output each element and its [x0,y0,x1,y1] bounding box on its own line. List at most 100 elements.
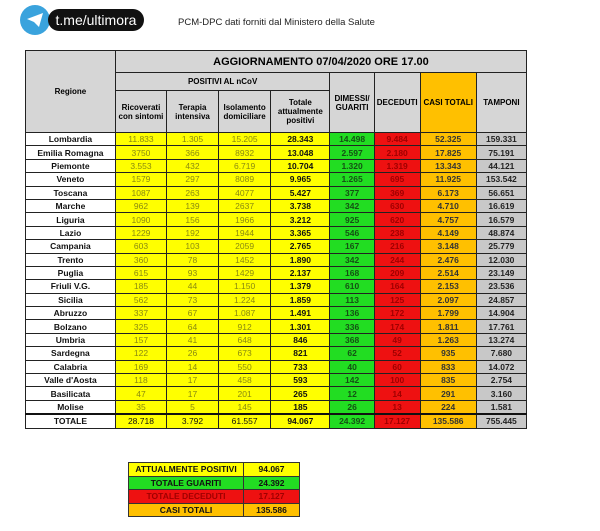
value-cell: 26 [166,346,219,361]
summary-value: 135.586 [243,502,300,517]
value-cell: 620 [373,212,421,227]
region-cell: Valle d'Aosta [25,373,116,388]
value-cell: 78 [166,252,219,267]
value-cell: 377 [329,185,375,200]
col-header: DIMESSI/ GUARITI [329,72,375,133]
value-cell: 1.305 [166,131,219,147]
value-cell: 1.859 [270,292,331,308]
value-cell: 75.191 [475,145,528,160]
positivi-header: POSITIVI AL nCoV [114,72,331,91]
table-row: Puglia 615 93 1429 2.137 168 209 2.514 23.149 [25,265,528,281]
value-cell: 337 [114,306,168,321]
value-cell: 925 [329,212,375,227]
col-header: Totale attualmente positivi [270,90,331,133]
value-cell: 24.392 [329,413,375,429]
value-cell: 695 [373,172,421,187]
summary-value: 17.127 [243,489,300,504]
table-row: Bolzano 325 64 912 1.301 336 174 1.811 17.761 [25,319,528,334]
summary-value: 94.067 [243,462,300,477]
summary-value: 24.392 [243,475,300,490]
value-cell: 9.965 [270,172,331,187]
value-cell: 49 [373,332,421,348]
value-cell: 185 [114,279,168,294]
value-cell: 630 [373,198,421,214]
summary-label: TOTALE GUARITI [128,475,244,490]
value-cell: 291 [419,386,477,401]
value-cell: 265 [270,386,331,401]
value-cell: 7.680 [475,346,528,361]
region-cell: Piemonte [25,158,116,174]
value-cell: 4.149 [419,225,477,241]
value-cell: 360 [114,252,168,267]
value-cell: 1.263 [419,332,477,348]
region-cell: Basilicata [25,386,116,401]
value-cell: 93 [166,265,219,281]
value-cell: 6.719 [217,158,272,174]
value-cell: 168 [329,265,375,281]
value-cell: 912 [217,319,272,334]
region-cell: Lazio [25,225,116,241]
region-header: Regione [25,50,116,133]
region-cell: Umbria [25,332,116,348]
value-cell: 2637 [217,198,272,214]
table-row: Basilicata 47 17 201 265 12 14 291 3.160 [25,386,528,401]
channel-link[interactable]: t.me/ultimora [48,9,144,31]
value-cell: 17 [166,386,219,401]
region-cell: Sicilia [25,292,116,308]
summary-row: TOTALE GUARITI 24.392 [128,475,300,490]
value-cell: 3.365 [270,225,331,241]
value-cell: 125 [373,292,421,308]
table-row: Liguria 1090 156 1966 3.212 925 620 4.757 16.579 [25,212,528,227]
value-cell: 73 [166,292,219,308]
value-cell: 35 [114,399,168,415]
region-cell: Emilia Romagna [25,145,116,160]
region-cell: Campania [25,239,116,254]
value-cell: 12 [329,386,375,401]
value-cell: 1.265 [329,172,375,187]
summary-row: CASI TOTALI 135.586 [128,502,300,517]
value-cell: 10.704 [270,158,331,174]
value-cell: 1.799 [419,306,477,321]
value-cell: 1579 [114,172,168,187]
summary-row: TOTALE DECEDUTI 17.127 [128,489,300,504]
value-cell: 3.553 [114,158,168,174]
value-cell: 325 [114,319,168,334]
value-cell: 4.710 [419,198,477,214]
value-cell: 209 [373,265,421,281]
summary-row: ATTUALMENTE POSITIVI 94.067 [128,462,300,477]
table-row: Trento 360 78 1452 1.890 342 244 2.476 12.030 [25,252,528,267]
value-cell: 562 [114,292,168,308]
value-cell: 2.514 [419,265,477,281]
table-row: Valle d'Aosta 118 17 458 593 142 100 835 2.754 [25,373,528,388]
region-cell: Calabria [25,359,116,375]
value-cell: 263 [166,185,219,200]
value-cell: 142 [329,373,375,388]
value-cell: 603 [114,239,168,254]
value-cell: 935 [419,346,477,361]
value-cell: 2.153 [419,279,477,294]
value-cell: 16.619 [475,198,528,214]
value-cell: 11.925 [419,172,477,187]
value-cell: 6.173 [419,185,477,200]
value-cell: 14.904 [475,306,528,321]
value-cell: 2.476 [419,252,477,267]
value-cell: 40 [329,359,375,375]
table-row: Campania 603 103 2059 2.765 167 216 3.148 25.779 [25,239,528,254]
value-cell: 3.160 [475,386,528,401]
value-cell: 13.274 [475,332,528,348]
value-cell: 1229 [114,225,168,241]
value-cell: 48.874 [475,225,528,241]
region-cell: Trento [25,252,116,267]
value-cell: 342 [329,198,375,214]
value-cell: 9.484 [373,131,421,147]
value-cell: 550 [217,359,272,375]
value-cell: 14 [373,386,421,401]
value-cell: 342 [329,252,375,267]
value-cell: 673 [217,346,272,361]
value-cell: 733 [270,359,331,375]
value-cell: 2.137 [270,265,331,281]
value-cell: 244 [373,252,421,267]
region-cell: TOTALE [25,413,116,429]
value-cell: 297 [166,172,219,187]
value-cell: 28.718 [114,413,168,429]
